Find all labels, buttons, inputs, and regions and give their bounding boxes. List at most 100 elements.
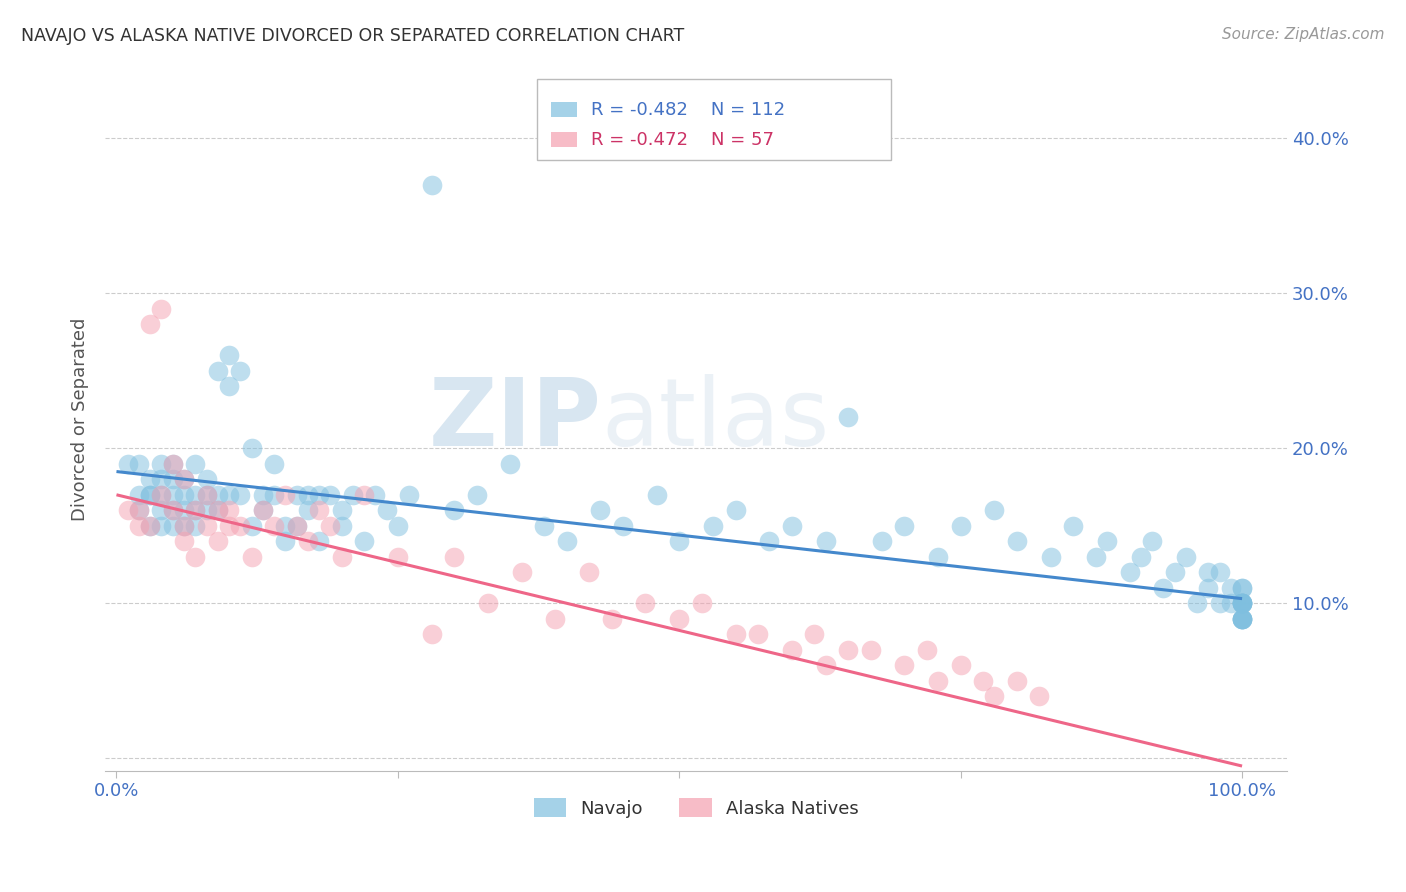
- Point: [803, 627, 825, 641]
- Point: [184, 488, 207, 502]
- Point: [949, 658, 972, 673]
- Point: [398, 488, 420, 502]
- Point: [1095, 534, 1118, 549]
- Text: R = -0.472    N = 57: R = -0.472 N = 57: [591, 130, 773, 149]
- Point: [195, 518, 218, 533]
- Point: [1230, 581, 1253, 595]
- Point: [1185, 596, 1208, 610]
- Point: [263, 457, 285, 471]
- Point: [274, 518, 297, 533]
- Bar: [551, 102, 576, 118]
- Point: [600, 612, 623, 626]
- Point: [308, 534, 330, 549]
- Point: [162, 457, 184, 471]
- Point: [1005, 534, 1028, 549]
- Point: [1174, 549, 1197, 564]
- Point: [195, 503, 218, 517]
- Point: [612, 518, 634, 533]
- Point: [240, 442, 263, 456]
- Point: [285, 518, 308, 533]
- Point: [128, 503, 150, 517]
- Point: [218, 503, 240, 517]
- Point: [173, 472, 195, 486]
- Point: [195, 472, 218, 486]
- Point: [477, 596, 499, 610]
- Point: [139, 472, 162, 486]
- Point: [1230, 596, 1253, 610]
- Text: R = -0.482    N = 112: R = -0.482 N = 112: [591, 101, 785, 119]
- Point: [173, 518, 195, 533]
- Point: [117, 457, 139, 471]
- Point: [1230, 612, 1253, 626]
- Point: [1152, 581, 1174, 595]
- Point: [139, 488, 162, 502]
- Point: [162, 472, 184, 486]
- Point: [1230, 596, 1253, 610]
- Point: [319, 488, 342, 502]
- Point: [1219, 581, 1241, 595]
- Point: [240, 549, 263, 564]
- Point: [533, 518, 555, 533]
- Point: [128, 503, 150, 517]
- Point: [870, 534, 893, 549]
- Point: [218, 488, 240, 502]
- Point: [353, 488, 375, 502]
- Text: atlas: atlas: [602, 374, 830, 466]
- Point: [972, 673, 994, 688]
- Bar: [551, 132, 576, 147]
- Point: [128, 518, 150, 533]
- Point: [252, 503, 274, 517]
- Legend: Navajo, Alaska Natives: Navajo, Alaska Natives: [526, 791, 866, 825]
- Point: [150, 503, 173, 517]
- Point: [1230, 612, 1253, 626]
- Point: [263, 488, 285, 502]
- Point: [387, 549, 409, 564]
- Point: [150, 301, 173, 316]
- Point: [162, 503, 184, 517]
- Point: [218, 379, 240, 393]
- Point: [207, 534, 229, 549]
- FancyBboxPatch shape: [537, 79, 891, 160]
- Point: [139, 518, 162, 533]
- Point: [274, 534, 297, 549]
- Point: [420, 627, 443, 641]
- Point: [1062, 518, 1084, 533]
- Point: [128, 457, 150, 471]
- Point: [297, 534, 319, 549]
- Point: [1230, 612, 1253, 626]
- Point: [162, 457, 184, 471]
- Point: [1230, 581, 1253, 595]
- Point: [634, 596, 657, 610]
- Point: [184, 518, 207, 533]
- Point: [1118, 566, 1140, 580]
- Point: [139, 518, 162, 533]
- Point: [229, 488, 252, 502]
- Point: [375, 503, 398, 517]
- Point: [1230, 596, 1253, 610]
- Point: [1140, 534, 1163, 549]
- Point: [297, 503, 319, 517]
- Point: [184, 503, 207, 517]
- Point: [690, 596, 713, 610]
- Point: [364, 488, 387, 502]
- Y-axis label: Divorced or Separated: Divorced or Separated: [72, 318, 89, 521]
- Point: [510, 566, 533, 580]
- Point: [1197, 581, 1219, 595]
- Point: [173, 518, 195, 533]
- Point: [353, 534, 375, 549]
- Point: [173, 472, 195, 486]
- Point: [927, 673, 949, 688]
- Point: [893, 518, 915, 533]
- Point: [1163, 566, 1185, 580]
- Point: [128, 488, 150, 502]
- Point: [330, 503, 353, 517]
- Point: [1230, 596, 1253, 610]
- Point: [859, 642, 882, 657]
- Point: [893, 658, 915, 673]
- Point: [173, 488, 195, 502]
- Point: [285, 518, 308, 533]
- Point: [668, 534, 690, 549]
- Point: [150, 457, 173, 471]
- Point: [184, 457, 207, 471]
- Point: [229, 364, 252, 378]
